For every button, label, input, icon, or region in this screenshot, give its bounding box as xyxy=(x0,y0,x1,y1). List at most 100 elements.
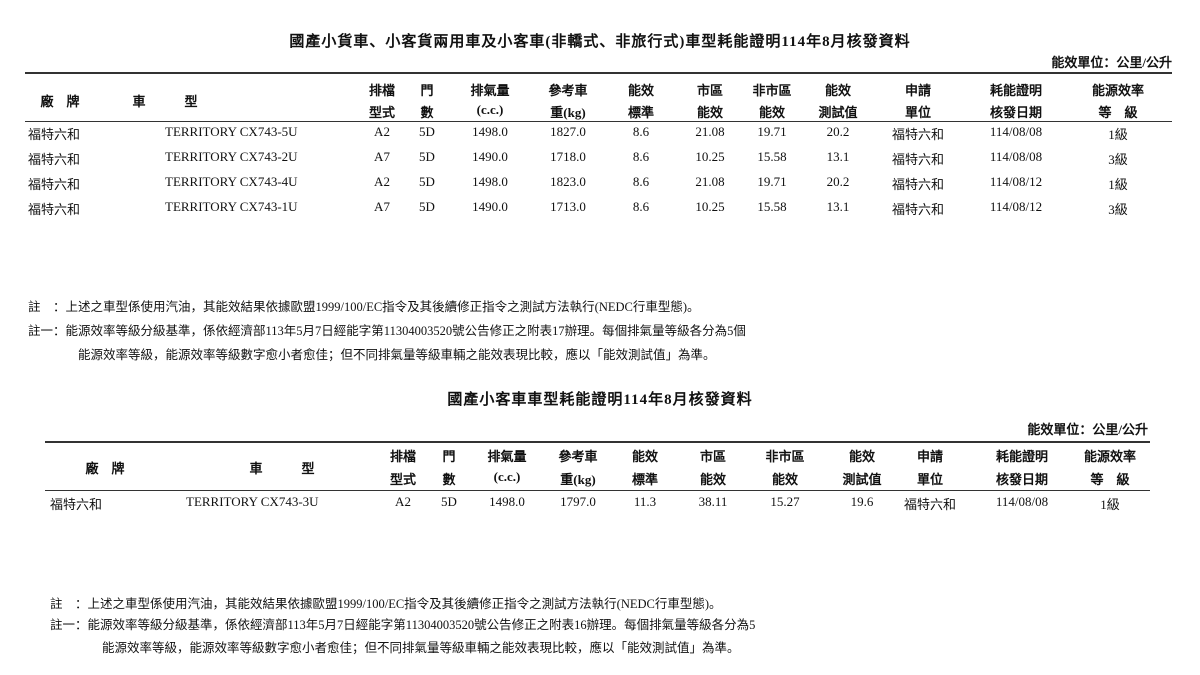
table-cell: 8.6 xyxy=(632,199,650,214)
table-cell: 福特六和 xyxy=(28,152,81,167)
header-bottom-rule xyxy=(45,490,1150,491)
footnote: 註 ：上述之車型係使用汽油，其能效結果依據歐盟1999/100/EC指令及其後續… xyxy=(50,597,722,611)
column-header: 能效 xyxy=(824,83,852,98)
column-header: 排檔 xyxy=(389,449,417,464)
table-cell: 5D xyxy=(419,124,435,139)
column-header-line2: 單位 xyxy=(904,105,932,120)
table-cell: 1498.0 xyxy=(489,494,525,509)
column-header: 能效 xyxy=(631,449,659,464)
table-cell: 福特六和 xyxy=(28,127,81,142)
table-title: 國產小貨車、小客貨兩用車及小客車(非轎式、非旅行式)車型耗能證明114年8月核發… xyxy=(289,34,911,50)
table-cell: 1498.0 xyxy=(472,124,508,139)
table-cell: TERRITORY CX743-3U xyxy=(186,494,319,509)
table-cell: 福特六和 xyxy=(891,177,945,192)
table-cell: 1級 xyxy=(1100,497,1120,512)
column-header-line2: 能效 xyxy=(771,472,799,487)
table-cell: 38.11 xyxy=(698,494,728,509)
column-header-line2: 測試值 xyxy=(818,105,858,120)
table-cell: 19.71 xyxy=(757,124,787,139)
table-cell: 15.27 xyxy=(770,494,800,509)
table-cell: 114/08/12 xyxy=(989,199,1043,214)
table-cell: 1797.0 xyxy=(560,494,596,509)
table-cell: 19.6 xyxy=(850,494,874,509)
column-header: 排氣量 xyxy=(487,449,527,464)
table-cell: A2 xyxy=(374,174,390,189)
footnote: 註一：能源效率等級分級基準，係依經濟部113年5月7日經能字第113040035… xyxy=(28,324,746,338)
column-header-line2: 等 級 xyxy=(1098,105,1138,120)
table-cell: 20.2 xyxy=(826,124,850,139)
table-cell: 21.08 xyxy=(695,174,725,189)
table-cell: 114/08/08 xyxy=(989,124,1043,139)
column-header: 排氣量 xyxy=(470,83,510,98)
table-cell: 1713.0 xyxy=(550,199,586,214)
column-header-line2: 核發日期 xyxy=(989,105,1043,120)
column-header: 門 xyxy=(442,449,456,464)
column-header-line2: 型式 xyxy=(368,105,396,120)
column-header-line2: 標準 xyxy=(627,105,655,120)
column-header-line2: 能效 xyxy=(699,472,727,487)
header-bottom-rule xyxy=(25,121,1172,122)
table-cell: A2 xyxy=(395,494,411,509)
column-header: 參考車 xyxy=(548,83,588,98)
table-cell: 1490.0 xyxy=(472,149,508,164)
footnote: 註 ：上述之車型係使用汽油，其能效結果依據歐盟1999/100/EC指令及其後續… xyxy=(28,300,700,314)
table-cell: 1498.0 xyxy=(472,174,508,189)
table-top-rule xyxy=(45,441,1150,443)
table-cell: 8.6 xyxy=(632,149,650,164)
column-header: 車 型 xyxy=(249,460,315,476)
column-header-line2: 能效 xyxy=(696,105,724,120)
unit-label: 能效單位：公里/公升 xyxy=(1051,55,1172,70)
table-cell: 1級 xyxy=(1108,177,1128,192)
table-cell: 114/08/08 xyxy=(989,149,1043,164)
column-header-line2: 標準 xyxy=(631,472,659,487)
column-header: 廠 牌 xyxy=(40,94,80,109)
footnote: 註一：能源效率等級分級基準，係依經濟部113年5月7日經能字第113040035… xyxy=(50,618,756,632)
table-cell: 15.58 xyxy=(757,149,787,164)
unit-label: 能效單位：公里/公升 xyxy=(1027,422,1148,437)
table-cell: 8.6 xyxy=(632,174,650,189)
table-cell: 1823.0 xyxy=(550,174,586,189)
table-cell: 1718.0 xyxy=(550,149,586,164)
table-cell: 13.1 xyxy=(826,149,850,164)
column-header-line2: 重(kg) xyxy=(560,472,596,487)
column-header-line2: (c.c.) xyxy=(476,102,504,117)
column-header-line2: 核發日期 xyxy=(995,472,1049,487)
column-header: 排檔 xyxy=(368,83,396,98)
table-cell: 21.08 xyxy=(695,124,725,139)
column-header-line2: 等 級 xyxy=(1090,472,1130,487)
table-cell: 5D xyxy=(419,149,435,164)
column-header: 耗能證明 xyxy=(989,83,1043,98)
table-title: 國產小客車車型耗能證明114年8月核發資料 xyxy=(447,392,753,408)
table-cell: 福特六和 xyxy=(903,497,957,512)
table-cell: TERRITORY CX743-5U xyxy=(165,124,298,139)
column-header-line2: (c.c.) xyxy=(493,469,521,484)
footnote: 能源效率等級，能源效率等級數字愈小者愈佳；但不同排氣量等級車輛之能效表現比較，應… xyxy=(78,348,716,362)
column-header: 參考車 xyxy=(558,449,598,464)
table-cell: TERRITORY CX743-2U xyxy=(165,149,298,164)
table-cell: 114/08/12 xyxy=(989,174,1043,189)
table-cell: 1490.0 xyxy=(472,199,508,214)
column-header: 能源效率 xyxy=(1083,449,1137,464)
table-cell: 福特六和 xyxy=(28,202,81,217)
column-header: 耗能證明 xyxy=(995,449,1049,464)
table-cell: 3級 xyxy=(1108,202,1128,217)
column-header-line2: 測試值 xyxy=(842,472,882,487)
table-cell: 福特六和 xyxy=(891,202,945,217)
table-cell: 114/08/08 xyxy=(995,494,1049,509)
table-cell: 13.1 xyxy=(826,199,850,214)
column-header-line2: 單位 xyxy=(916,472,944,487)
column-header: 申請 xyxy=(916,449,944,464)
column-header: 能效 xyxy=(627,83,655,98)
table-cell: 20.2 xyxy=(826,174,850,189)
column-header: 非市區 xyxy=(765,449,805,464)
table-cell: 5D xyxy=(419,199,435,214)
column-header-line2: 型式 xyxy=(389,472,417,487)
column-header: 車 型 xyxy=(132,94,198,109)
table-cell: 10.25 xyxy=(695,149,725,164)
column-header: 能效 xyxy=(848,449,876,464)
table-cell: 1827.0 xyxy=(550,124,586,139)
table-top-rule xyxy=(25,72,1172,74)
table-cell: 5D xyxy=(419,174,435,189)
column-header: 市區 xyxy=(699,449,727,464)
column-header: 市區 xyxy=(696,83,724,98)
